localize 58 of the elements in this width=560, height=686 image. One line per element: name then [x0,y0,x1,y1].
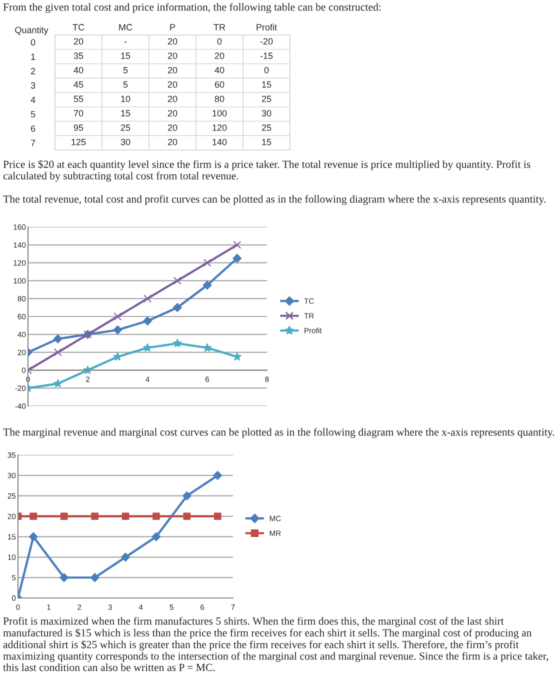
data-label: 25 [120,124,130,131]
data-label: 40 [214,66,224,74]
data-label: 15 [262,138,272,146]
data-label: 20 [168,52,178,59]
data-label: 140 [212,138,227,146]
data-label: 125 [72,138,86,146]
data-label: 20 [74,38,84,45]
data-label: 15 [262,81,272,88]
data-label: 25 [262,96,272,102]
data-label: 15 [121,110,130,116]
data-label: 80 [214,96,224,102]
y-tick-label: 4 [30,96,36,103]
data-label: 0 [217,38,222,45]
data-label: 20 [168,96,178,102]
y-tick-label: 2 [30,68,36,74]
x-tick-label: MC [119,24,132,30]
x-tick-label: Profit [256,24,277,30]
data-label: 25 [262,124,272,131]
data-label: 70 [74,110,84,116]
data-label: 60 [214,81,224,88]
data-label: 30 [120,138,130,146]
data-label: 15 [121,52,130,59]
y-tick-label: 5 [30,111,36,118]
y-tick-label: 3 [30,82,36,89]
data-label: 5 [123,67,128,74]
data-label: -15 [260,52,273,59]
chart-subtitle: The total revenue, total cost and profit curves can be plotted as in the following diagram where the x-axis represents quantity. [3,195,546,205]
data-label: 0 [264,66,269,74]
x-tick-label: TC [72,24,84,30]
data-label: -20 [260,38,273,45]
data-label: 30 [262,110,272,116]
data-label: 55 [74,96,84,102]
data-label: 20 [168,81,178,88]
data-label: 20 [168,138,178,146]
y-tick-label: 0 [30,39,36,46]
chart-title: From the given total cost and price information, the following table can be constructed: [3,3,381,13]
data-label: 20 [168,66,178,74]
y-axis-title: Quantity [15,26,48,35]
y-tick-label: 7 [31,140,36,146]
data-label: 95 [74,124,84,131]
data-label: 5 [123,81,128,88]
y-tick-label: 1 [31,54,36,60]
data-label: 40 [74,66,84,74]
data-label: 20 [168,38,178,45]
data-label: 10 [121,96,130,102]
chart-title: Price is $20 at each quantity level since the firm is a price taker. The total revenue is price multiplied by quantity. Profit is calculated by subtracting total cost from total revenue. [3,160,530,182]
data-label: 20 [168,124,178,131]
data-label: 120 [212,124,227,131]
data-label: 20 [214,52,224,59]
data-label: 45 [74,81,84,88]
data-label: 20 [168,110,178,116]
y-tick-label: 6 [30,125,36,132]
text: The marginal revenue and marginal cost curves can be plotted as in the following diagram where the x-axis represents quantity. [3,428,554,438]
text: Profit is maximized when the firm manufactures 5 shirts. When the firm does this, the marginal cost of the last shirt manufactured is $15 which is less than the price the firm receives for each shirt it sells. The marginal cost of producing an additional shirt is $25 which is greater than the price the firm receives for each shirt it sells. Therefore, the firm’s profit maximizing quantity corresponds to the intersection of the marginal cost and marginal revenue. Since the firm is a price taker, this last condition can also be written as P = MC. [3,617,548,672]
x-tick-label: P [170,24,176,30]
data-label: 35 [74,52,84,59]
x-tick-label: TR [214,24,226,30]
data-label: 100 [212,110,227,116]
